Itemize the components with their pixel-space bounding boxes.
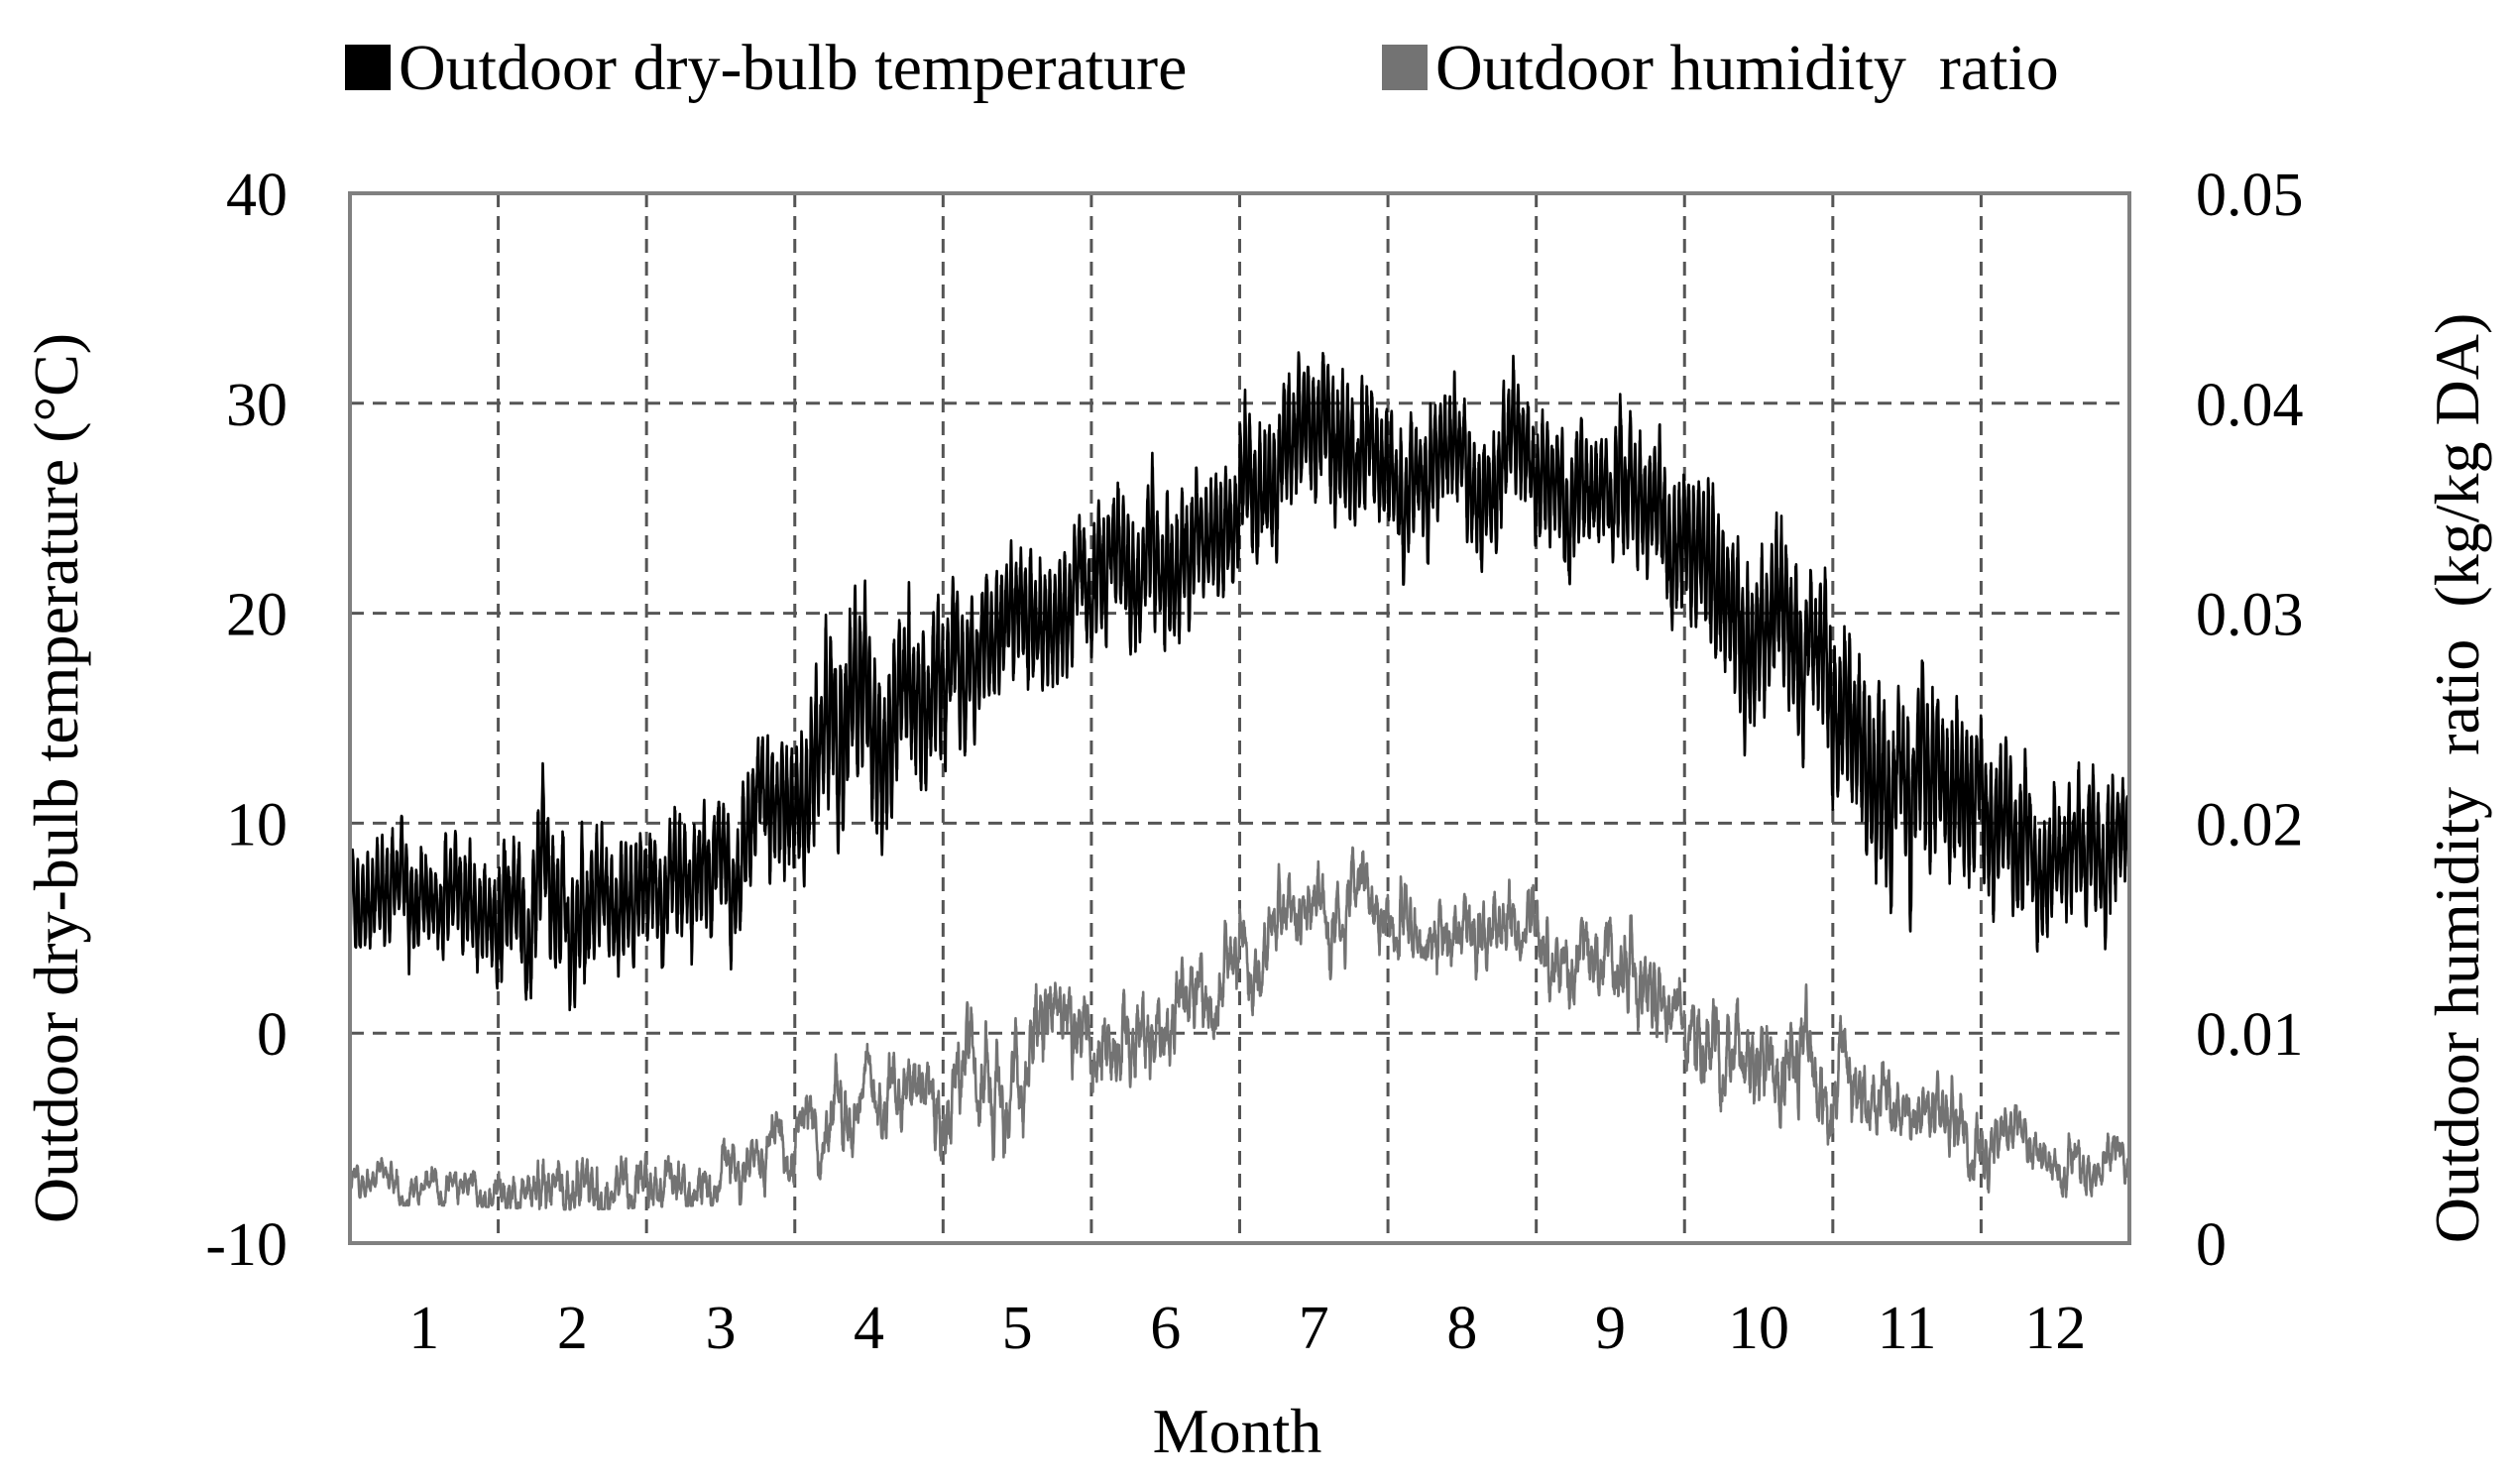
x-tick-label: 8	[1446, 1295, 1477, 1362]
left-tick-label: 30	[226, 372, 287, 439]
x-tick-label: 2	[557, 1295, 588, 1362]
x-axis-tick-labels: 1 2 3 4 5 6 7 8 9 10 11 12	[408, 1295, 2086, 1362]
x-tick-label: 5	[1002, 1295, 1033, 1362]
x-tick-label: 11	[1878, 1295, 1937, 1362]
series-humidity-ratio	[348, 846, 2131, 1211]
legend-label-temperature: Outdoor dry-bulb temperature	[399, 32, 1187, 104]
x-tick-label: 6	[1150, 1295, 1181, 1362]
legend-swatch-humidity-ratio	[1382, 45, 1428, 90]
x-tick-label: 12	[2024, 1295, 2086, 1362]
x-tick-label: 1	[408, 1295, 439, 1362]
x-tick-label: 9	[1595, 1295, 1626, 1362]
x-axis-title: Month	[1153, 1396, 1322, 1466]
right-axis-tick-labels: 0 0.01 0.02 0.03 0.04 0.05	[2196, 162, 2304, 1279]
legend: Outdoor dry-bulb temperature Outdoor hum…	[345, 32, 2059, 104]
right-tick-label: 0	[2196, 1211, 2227, 1279]
plot-area-border	[348, 191, 2131, 1245]
right-tick-label: 0.02	[2196, 791, 2304, 858]
left-tick-label: 20	[226, 582, 287, 649]
left-tick-label: 0	[257, 1001, 287, 1069]
right-tick-label: 0.05	[2196, 162, 2304, 229]
right-y-axis-title: Outdoor humidity ratio (kg/kg DA)	[2422, 313, 2492, 1244]
legend-label-humidity-ratio: Outdoor humidity ratio	[1435, 32, 2059, 104]
x-tick-label: 4	[854, 1295, 884, 1362]
series-humidity-line	[348, 846, 2131, 1211]
right-tick-label: 0.04	[2196, 372, 2304, 439]
series-temperature	[348, 351, 2131, 1012]
right-tick-label: 0.03	[2196, 582, 2304, 649]
left-tick-label: 40	[226, 162, 287, 229]
left-axis-tick-labels: -10 0 10 20 30 40	[205, 162, 287, 1279]
x-tick-label: 3	[705, 1295, 736, 1362]
x-tick-label: 10	[1728, 1295, 1789, 1362]
right-tick-label: 0.01	[2196, 1001, 2304, 1069]
left-tick-label: 10	[226, 791, 287, 858]
left-y-axis-title: Outdoor dry-bulb temperature (°C)	[21, 333, 91, 1223]
x-tick-label: 7	[1299, 1295, 1329, 1362]
left-tick-label: -10	[205, 1211, 287, 1279]
series-temperature-line	[348, 351, 2131, 1012]
legend-swatch-temperature	[345, 45, 391, 90]
